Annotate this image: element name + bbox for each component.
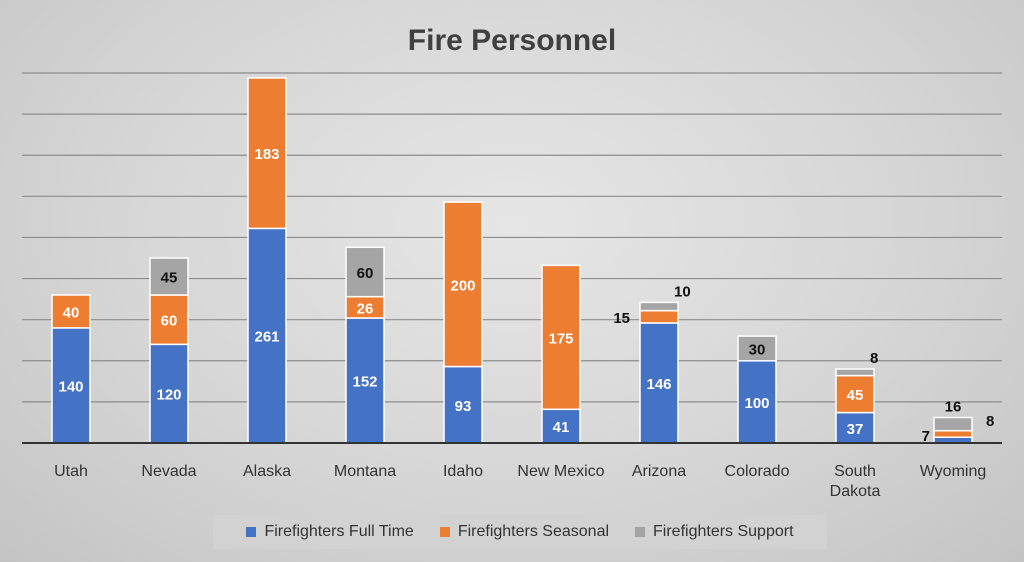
x-tick-label: Alaska (243, 463, 291, 480)
bar-wyoming-firefighters-support (933, 416, 973, 432)
bar-montana-firefighters-full-time (345, 317, 385, 444)
legend-swatch (439, 527, 450, 537)
data-label: 15 (613, 310, 630, 327)
bar-nevada-firefighters-support (149, 257, 189, 296)
data-label: 30 (749, 341, 766, 358)
bar-utah-firefighters-seasonal (51, 294, 91, 329)
bar-wyoming-firefighters-seasonal (933, 429, 973, 438)
data-label: 140 (58, 378, 83, 395)
data-label: 200 (450, 277, 475, 294)
bar-alaska-firefighters-full-time (247, 227, 287, 444)
data-label: 152 (352, 374, 377, 391)
legend: Firefighters Full Time Firefighters Seaso… (213, 515, 827, 549)
bar-nevada-firefighters-seasonal (149, 294, 189, 346)
bar-new-mexico-firefighters-seasonal (541, 264, 581, 411)
x-tick-label: Idaho (443, 463, 483, 480)
data-label: 37 (847, 421, 864, 438)
data-label: 10 (674, 283, 691, 300)
bars (51, 77, 973, 444)
chart-title: Fire Personnel (408, 24, 616, 57)
data-label: 93 (455, 398, 472, 415)
legend-item: Firefighters Full Time (246, 523, 414, 541)
bar-south-dakota-firefighters-support (835, 368, 875, 377)
x-tick-label: Utah (54, 463, 88, 480)
data-label: 100 (744, 395, 769, 412)
bar-idaho-firefighters-seasonal (443, 201, 483, 368)
data-label: 8 (986, 413, 994, 430)
x-tick-label: Colorado (725, 463, 790, 480)
bar-arizona-firefighters-support (639, 301, 679, 312)
data-label: 175 (548, 330, 573, 347)
bar-montana-firefighters-support (345, 246, 385, 298)
data-label: 41 (553, 419, 570, 436)
legend-item: Firefighters Seasonal (439, 523, 610, 541)
x-tick-label: New Mexico (517, 463, 604, 480)
x-axis: Utah Nevada Alaska Montana Idaho New Mexico Ar… (22, 442, 1002, 500)
x-tick-label: South (834, 463, 876, 480)
x-tick-label: Wyoming (920, 463, 987, 480)
x-tick-label: Arizona (632, 463, 686, 480)
legend-label: Firefighters Seasonal (457, 523, 610, 540)
data-label: 60 (357, 265, 374, 282)
data-label: 26 (357, 300, 374, 317)
data-label: 120 (156, 387, 181, 404)
x-tick-label: Nevada (141, 463, 196, 480)
bar-south-dakota-firefighters-seasonal (835, 374, 875, 414)
data-labels: 140 40 120 60 45 261 183 152 26 60 93 200 41 175 146 15… (58, 146, 994, 445)
legend-swatch (246, 527, 257, 537)
data-label: 146 (646, 376, 671, 393)
x-tick-label: Montana (334, 463, 396, 480)
data-label: 7 (922, 428, 930, 445)
legend-swatch (635, 527, 646, 537)
data-label: 60 (161, 313, 178, 330)
data-label: 45 (847, 387, 864, 404)
data-label: 8 (870, 350, 878, 367)
data-label: 40 (63, 304, 80, 321)
data-label: 45 (161, 270, 178, 287)
data-label: 261 (254, 329, 279, 346)
bar-colorado-firefighters-support (737, 335, 777, 362)
x-tick-label: Dakota (830, 483, 881, 500)
legend-label: Firefighters Support (653, 523, 794, 540)
data-label: 183 (254, 146, 279, 163)
legend-label: Firefighters Full Time (264, 523, 414, 540)
data-label: 16 (945, 399, 962, 416)
bar-arizona-firefighters-seasonal (639, 309, 679, 324)
bar-alaska-firefighters-seasonal (247, 77, 287, 230)
bar-south-dakota-firefighters-full-time (835, 411, 875, 444)
bar-idaho-firefighters-full-time (443, 365, 483, 444)
legend-item: Firefighters Support (635, 523, 794, 541)
